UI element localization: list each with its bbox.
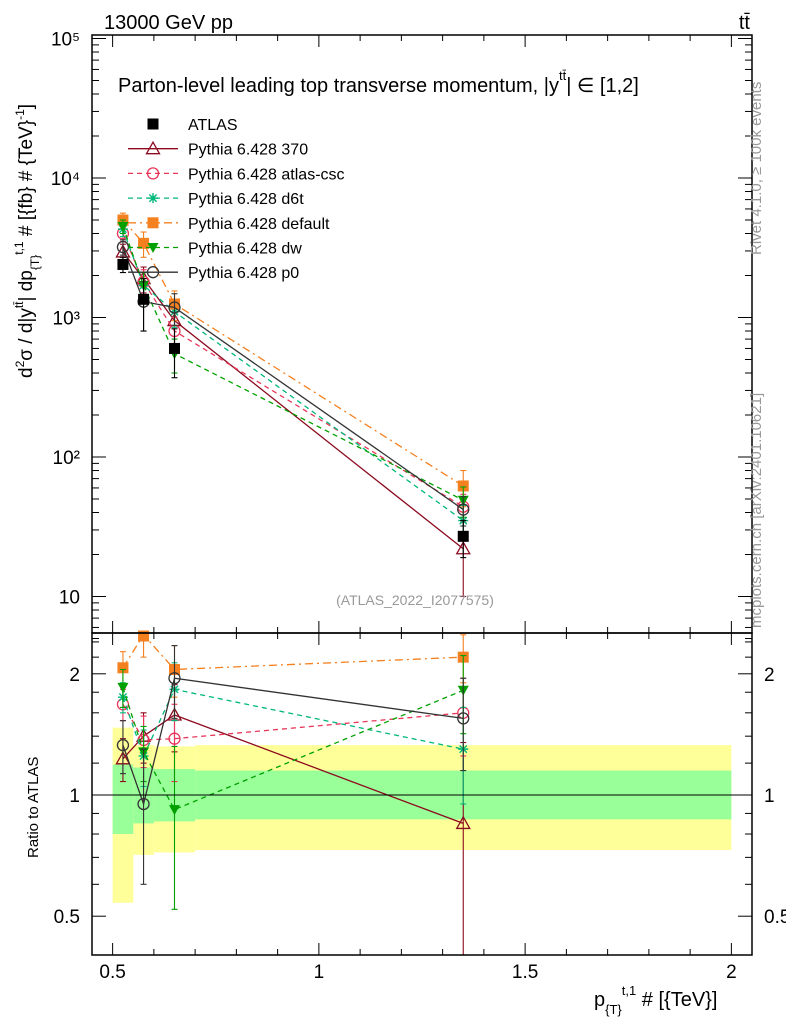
ratio-band-inner-bin — [112, 764, 134, 835]
main-y-tick-label: 10⁴ — [51, 169, 80, 190]
main-series — [115, 212, 471, 598]
main-series-pythia-6-428-370 — [115, 243, 471, 598]
ratio-data-point — [138, 630, 150, 642]
mcplots-label: mcplots.cern.ch [arXiv:2401.10621] — [748, 393, 765, 628]
main-data-point — [169, 342, 180, 354]
ratio-series-line — [122, 677, 464, 807]
ratio-y-tick-label: 1 — [764, 786, 775, 807]
plot-title-main: Parton-level leading top transverse mome… — [118, 75, 559, 97]
plot-title-range: | ∈ [1,2] — [566, 75, 639, 97]
legend-marker — [145, 140, 161, 155]
main-data-point — [117, 258, 129, 270]
rivet-version-label: Rivet 4.1.0, ≥ 100k events — [748, 82, 765, 255]
legend-marker — [147, 217, 159, 229]
legend-entry: Pythia 6.428 atlas-csc — [128, 166, 345, 183]
legend-entry: Pythia 6.428 default — [128, 216, 330, 233]
main-data-point — [138, 293, 150, 305]
x-axis-label: p{T}t,1 # [{TeV}] — [594, 983, 717, 1017]
legend-label: Pythia 6.428 default — [188, 216, 330, 233]
ratio-data-point — [168, 672, 181, 685]
main-y-tick-label: 10³ — [53, 309, 80, 330]
main-y-axis-label: d2σ / d|ytt̄| dp{T}t,1 # [{fb} # {TeV}-1… — [12, 104, 42, 378]
main-series-line — [122, 246, 464, 511]
main-y-tick-label: 10² — [53, 448, 80, 469]
legend-entry: Pythia 6.428 p0 — [128, 265, 299, 282]
ratio-data-point — [117, 662, 129, 674]
ratio-data-point — [457, 712, 470, 725]
legend-marker — [146, 167, 160, 180]
plot-title-superscript: tt̄ — [559, 68, 567, 83]
main-series-line — [122, 226, 464, 501]
legend-marker — [147, 118, 159, 130]
legend-label: ATLAS — [188, 117, 238, 134]
ratio-y-tick-label: 0.5 — [764, 907, 786, 928]
ratio-y-tick-label: 1 — [69, 786, 80, 807]
main-series-line — [122, 251, 464, 550]
legend-entry: Pythia 6.428 dw — [128, 241, 302, 258]
main-series-line — [122, 233, 464, 508]
plot-title: Parton-level leading top transverse mome… — [118, 68, 639, 97]
main-series-pythia-6-428-p0 — [116, 239, 470, 527]
main-data-point — [457, 503, 470, 516]
ratio-data-point — [168, 732, 181, 745]
axes-ticks: 0.5 1 1.5 2 10 10² 10³ 10⁴ 10⁵ 0.5 0.5 1 1 2 2 — [51, 30, 786, 984]
ratio-data-point — [117, 682, 129, 693]
main-data-point — [457, 530, 469, 542]
main-data-point — [138, 237, 150, 249]
ratio-series-pythia-6-428-default — [117, 630, 469, 698]
ratio-series-line — [122, 633, 464, 671]
x-tick-label: 2 — [726, 962, 737, 983]
legend-label: Pythia 6.428 dw — [188, 241, 302, 258]
main-data-point — [457, 480, 469, 492]
main-series-atlas — [117, 256, 469, 559]
main-data-point — [168, 301, 181, 314]
legend-label: Pythia 6.428 p0 — [188, 265, 299, 282]
ratio-data-point — [137, 797, 150, 811]
ratio-y-tick-label: 2 — [764, 665, 775, 686]
analysis-id: (ATLAS_2022_I2077575) — [336, 592, 494, 608]
legend-entry: ATLAS — [147, 117, 238, 134]
legend-label: Pythia 6.428 atlas-csc — [188, 166, 345, 183]
x-tick-label: 1.5 — [512, 962, 538, 983]
energy-label: 13000 GeV pp — [104, 12, 233, 34]
main-data-point — [117, 221, 129, 232]
ratio-series-pythia-6-428-p0 — [116, 645, 470, 885]
ratio-series-line — [122, 714, 464, 825]
legend-entry: Pythia 6.428 d6t — [128, 191, 304, 208]
ratio-plot-frame — [91, 632, 753, 956]
main-y-tick-label: 10⁵ — [51, 30, 80, 51]
ratio-series-line — [122, 688, 464, 758]
ratio-series-line — [122, 687, 464, 811]
legend-marker — [146, 266, 160, 279]
ratio-y-tick-label: 2 — [69, 665, 80, 686]
legend-marker — [147, 243, 159, 253]
legend-label: Pythia 6.428 370 — [188, 142, 308, 159]
main-y-tick-label: 10 — [59, 588, 80, 609]
ratio-series — [115, 630, 471, 956]
legend: ATLAS Pythia 6.428 370 Pythia 6.428 atlas-… — [128, 117, 345, 282]
legend-marker — [148, 193, 158, 204]
legend-entry: Pythia 6.428 370 — [128, 140, 308, 159]
ratio-data-point — [169, 805, 180, 816]
ratio-y-axis-label: Ratio to ATLAS — [25, 757, 42, 858]
process-label: tt̄ — [739, 12, 751, 34]
ratio-data-point — [455, 815, 471, 830]
ratio-bands — [112, 727, 732, 903]
legend-label: Pythia 6.428 d6t — [188, 191, 304, 208]
x-tick-label: 1 — [314, 962, 325, 983]
ratio-y-tick-label: 0.5 — [54, 907, 80, 928]
x-tick-label: 0.5 — [99, 962, 125, 983]
ratio-data-point — [116, 738, 130, 752]
main-series-line — [122, 228, 464, 522]
